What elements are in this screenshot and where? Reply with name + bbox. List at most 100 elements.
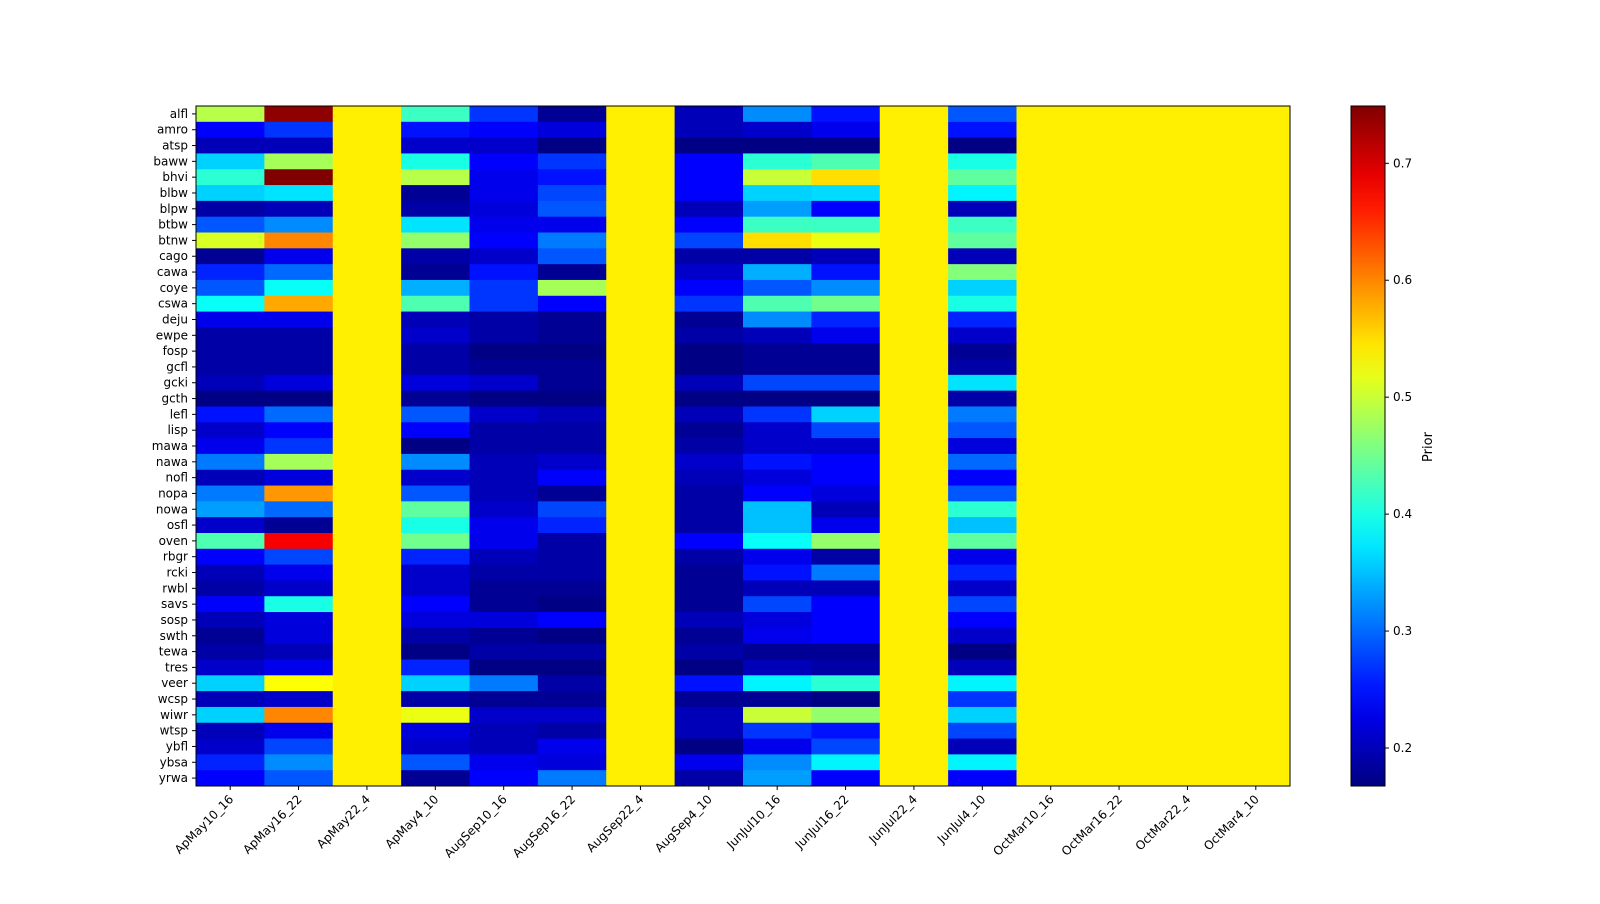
cell-btbw-JunJul10_16 bbox=[743, 216, 812, 234]
cell-swth-ApMay22_4 bbox=[332, 627, 402, 645]
cell-nofl-JunJul10_16 bbox=[743, 469, 812, 487]
cell-blpw-AugSep16_22 bbox=[537, 200, 607, 218]
cell-tres-AugSep16_22 bbox=[537, 659, 607, 676]
cell-wcsp-JunJul16_22 bbox=[811, 691, 881, 708]
cell-rbgr-OctMar16_22 bbox=[1084, 548, 1154, 566]
cell-baww-AugSep22_4 bbox=[606, 153, 676, 170]
cell-sosp-AugSep4_10 bbox=[674, 612, 744, 629]
cell-btbw-JunJul16_22 bbox=[811, 216, 881, 234]
cell-savs-ApMay10_16 bbox=[196, 596, 265, 613]
cell-wiwr-OctMar10_16 bbox=[1016, 706, 1086, 724]
cell-alfl-ApMay10_16 bbox=[196, 106, 265, 123]
cell-ewpe-OctMar10_16 bbox=[1016, 327, 1086, 344]
cell-ybfl-AugSep4_10 bbox=[674, 738, 744, 755]
cell-wcsp-JunJul22_4 bbox=[879, 691, 949, 708]
colorbar-tick-label: 0.5 bbox=[1393, 390, 1412, 404]
cell-nawa-OctMar10_16 bbox=[1016, 453, 1086, 471]
cell-rcki-OctMar16_22 bbox=[1084, 564, 1154, 581]
cell-oven-JunJul22_4 bbox=[879, 532, 949, 550]
cell-cswa-AugSep22_4 bbox=[606, 295, 676, 313]
cell-lefl-JunJul4_10 bbox=[948, 406, 1017, 423]
y-tick-label: gcki bbox=[164, 376, 189, 390]
cell-alfl-AugSep16_22 bbox=[537, 106, 607, 123]
cell-savs-AugSep10_16 bbox=[469, 596, 539, 613]
cell-blbw-JunJul10_16 bbox=[743, 185, 812, 202]
cell-lisp-AugSep22_4 bbox=[606, 422, 676, 439]
cell-amro-ApMay10_16 bbox=[196, 121, 265, 139]
cell-blpw-JunJul16_22 bbox=[811, 200, 881, 218]
cell-rbgr-ApMay4_10 bbox=[401, 548, 470, 566]
cell-gcki-AugSep4_10 bbox=[674, 374, 744, 392]
cell-yrwa-AugSep16_22 bbox=[537, 770, 607, 787]
colorbar-tick-label: 0.2 bbox=[1393, 741, 1412, 755]
cell-tewa-ApMay4_10 bbox=[401, 643, 470, 660]
cell-gcki-AugSep10_16 bbox=[469, 374, 539, 392]
cell-lefl-OctMar16_22 bbox=[1084, 406, 1154, 423]
y-tick-label: lefl bbox=[170, 407, 188, 421]
cell-baww-AugSep16_22 bbox=[537, 153, 607, 170]
cell-ybfl-AugSep22_4 bbox=[606, 738, 676, 755]
cell-wtsp-OctMar16_22 bbox=[1084, 722, 1154, 740]
cell-sosp-ApMay22_4 bbox=[332, 612, 402, 629]
cell-ybfl-OctMar10_16 bbox=[1016, 738, 1086, 755]
cell-cswa-JunJul10_16 bbox=[743, 295, 812, 313]
cell-gcfl-OctMar10_16 bbox=[1016, 359, 1086, 376]
cell-nopa-ApMay10_16 bbox=[196, 485, 265, 502]
cell-deju-OctMar16_22 bbox=[1084, 311, 1154, 328]
cell-btbw-ApMay22_4 bbox=[332, 216, 402, 234]
cell-cawa-AugSep16_22 bbox=[537, 264, 607, 281]
x-tick-label: AugSep22_4 bbox=[584, 792, 647, 855]
cell-osfl-AugSep10_16 bbox=[469, 517, 539, 534]
cell-oven-ApMay22_4 bbox=[332, 532, 402, 550]
cell-rwbl-OctMar22_4 bbox=[1153, 580, 1223, 597]
cell-nowa-ApMay4_10 bbox=[401, 501, 470, 518]
y-tick-label: mawa bbox=[152, 439, 188, 453]
cell-blpw-JunJul22_4 bbox=[879, 200, 949, 218]
cell-bhvi-OctMar10_16 bbox=[1016, 169, 1086, 186]
cell-blpw-JunJul4_10 bbox=[948, 200, 1017, 218]
cell-lefl-AugSep10_16 bbox=[469, 406, 539, 423]
cell-nofl-OctMar10_16 bbox=[1016, 469, 1086, 487]
cell-gcth-AugSep10_16 bbox=[469, 390, 539, 407]
cell-tewa-JunJul22_4 bbox=[879, 643, 949, 660]
cell-gcfl-AugSep16_22 bbox=[537, 359, 607, 376]
colorbar-ticks: 0.2 0.3 0.4 0.5 0.6 0.7 bbox=[1385, 156, 1412, 755]
cell-oven-AugSep16_22 bbox=[537, 532, 607, 550]
cell-alfl-OctMar4_10 bbox=[1221, 106, 1291, 123]
cell-baww-JunJul22_4 bbox=[879, 153, 949, 170]
cell-wiwr-JunJul22_4 bbox=[879, 706, 949, 724]
cell-gcki-AugSep22_4 bbox=[606, 374, 676, 392]
y-tick-label: rwbl bbox=[162, 581, 188, 595]
cell-tewa-AugSep4_10 bbox=[674, 643, 744, 660]
cell-nopa-ApMay22_4 bbox=[332, 485, 402, 502]
cell-nawa-AugSep16_22 bbox=[537, 453, 607, 471]
cell-fosp-JunJul4_10 bbox=[948, 343, 1017, 360]
cell-gcfl-JunJul10_16 bbox=[743, 359, 812, 376]
cell-tewa-ApMay22_4 bbox=[332, 643, 402, 660]
cell-gcfl-OctMar16_22 bbox=[1084, 359, 1154, 376]
cell-rbgr-OctMar4_10 bbox=[1221, 548, 1291, 566]
cell-amro-AugSep4_10 bbox=[674, 121, 744, 139]
cell-lisp-JunJul4_10 bbox=[948, 422, 1017, 439]
cell-rwbl-JunJul22_4 bbox=[879, 580, 949, 597]
cell-baww-JunJul10_16 bbox=[743, 153, 812, 170]
cell-lefl-AugSep4_10 bbox=[674, 406, 744, 423]
cell-wtsp-ApMay4_10 bbox=[401, 722, 470, 740]
cell-cawa-ApMay10_16 bbox=[196, 264, 265, 281]
cell-fosp-ApMay22_4 bbox=[332, 343, 402, 360]
cell-veer-ApMay4_10 bbox=[401, 675, 470, 692]
cell-blpw-AugSep4_10 bbox=[674, 200, 744, 218]
cell-mawa-OctMar22_4 bbox=[1153, 438, 1223, 455]
cell-wiwr-ApMay22_4 bbox=[332, 706, 402, 724]
cell-baww-ApMay22_4 bbox=[332, 153, 402, 170]
cell-ewpe-AugSep22_4 bbox=[606, 327, 676, 344]
cell-wcsp-JunJul4_10 bbox=[948, 691, 1017, 708]
cell-bhvi-AugSep10_16 bbox=[469, 169, 539, 186]
cell-cswa-AugSep16_22 bbox=[537, 295, 607, 313]
cell-btnw-ApMay10_16 bbox=[196, 232, 265, 249]
cell-baww-AugSep4_10 bbox=[674, 153, 744, 170]
y-tick-label: veer bbox=[161, 676, 188, 690]
cell-blpw-ApMay4_10 bbox=[401, 200, 470, 218]
cell-savs-JunJul22_4 bbox=[879, 596, 949, 613]
cell-rwbl-JunJul16_22 bbox=[811, 580, 881, 597]
